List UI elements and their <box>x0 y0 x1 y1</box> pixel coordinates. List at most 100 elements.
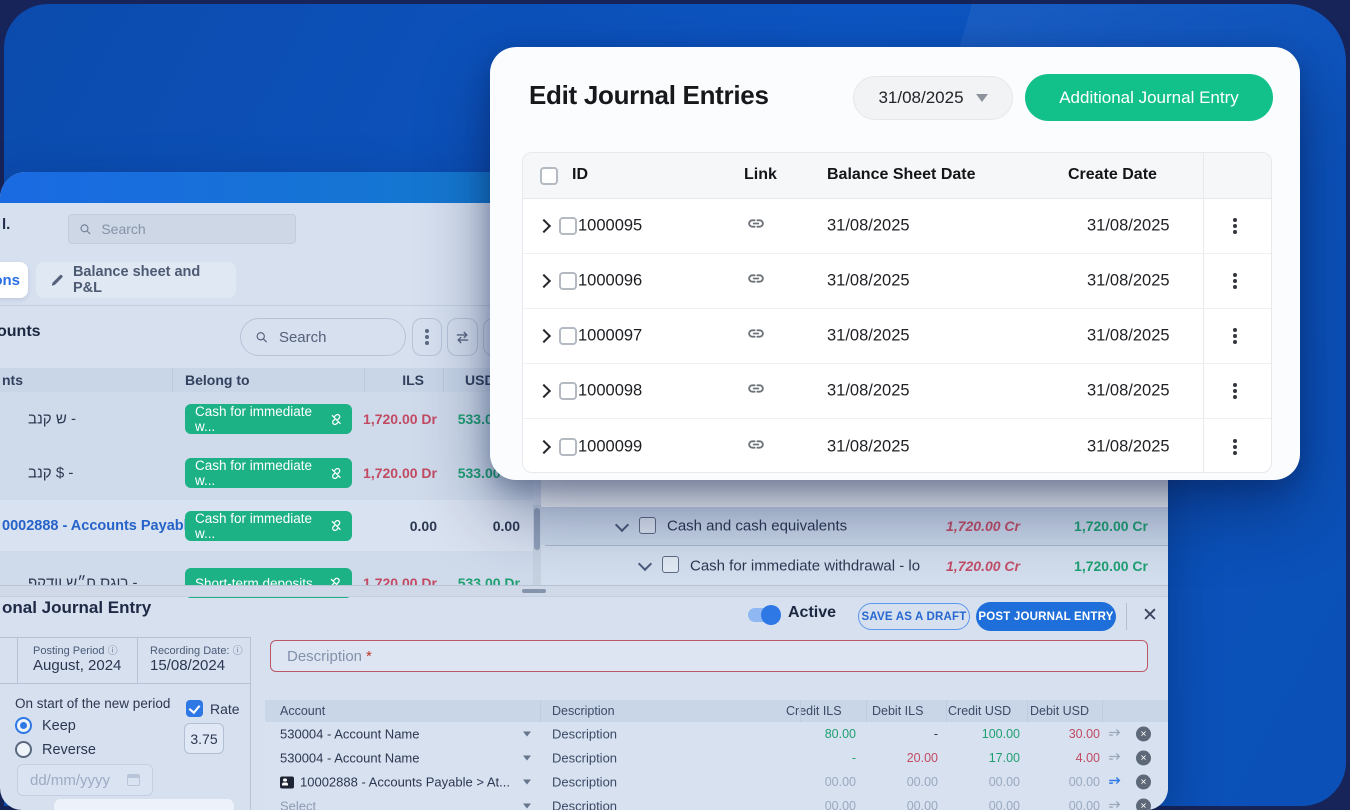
save-as-draft-button[interactable]: SAVE AS A DRAFT <box>858 603 970 630</box>
recording-date-value[interactable]: 15/08/2024 <box>150 657 226 674</box>
link-icon[interactable] <box>745 378 767 405</box>
tree-row-cash-equivalents[interactable]: Cash and cash equivalents 1,720.00 Cr 1,… <box>541 507 1168 545</box>
journal-line-row[interactable]: 10002888 - Accounts Payable > At... Desc… <box>265 770 1168 795</box>
top-search-input[interactable] <box>99 220 285 238</box>
select-all-checkbox[interactable] <box>540 167 558 185</box>
row-kebab-menu[interactable] <box>1233 279 1237 283</box>
split-line-icon[interactable] <box>1108 725 1122 743</box>
account-row[interactable]: בנק $ - Cash for immediate w... 1,720.00… <box>0 446 533 500</box>
row-kebab-menu[interactable] <box>1233 334 1237 338</box>
debit-usd-value[interactable]: 4.00 <box>1075 751 1100 765</box>
row-kebab-menu[interactable] <box>1233 389 1237 393</box>
posting-period-value[interactable]: August, 2024 <box>33 657 122 674</box>
journal-entry-row[interactable]: 1000098 31/08/2025 31/08/2025 <box>523 364 1271 419</box>
credit-usd-value[interactable]: 00.00 <box>988 775 1020 789</box>
account-name-link[interactable]: 0002888 - Accounts Payabl... <box>2 517 200 534</box>
rate-input[interactable]: 3.75 <box>184 723 224 754</box>
remove-line-button[interactable]: ✕ <box>1136 798 1151 810</box>
belong-to-badge[interactable]: Cash for immediate w... <box>185 510 352 541</box>
remove-line-button[interactable]: ✕ <box>1136 750 1151 766</box>
rate-checkbox[interactable] <box>186 700 203 717</box>
line-description[interactable]: Description <box>552 750 618 766</box>
row-checkbox[interactable] <box>662 556 679 573</box>
account-select[interactable]: 10002888 - Accounts Payable > At... <box>280 775 510 790</box>
journal-line-row[interactable]: 530004 - Account Name Description - 20.0… <box>265 746 1168 771</box>
row-kebab-menu[interactable] <box>1233 224 1237 228</box>
belong-to-badge[interactable]: Cash for immediate w... <box>185 404 352 434</box>
debit-usd-value[interactable]: 00.00 <box>1068 775 1100 789</box>
chevron-down-icon[interactable] <box>614 517 630 533</box>
row-checkbox[interactable] <box>559 272 577 290</box>
tree-row-cash-withdrawal[interactable]: Cash for immediate withdrawal - lo 1,720… <box>541 546 1168 585</box>
radio-reverse[interactable]: Reverse <box>15 741 96 758</box>
tab-balance-sheet-pl[interactable]: Balance sheet and P&L <box>36 262 236 298</box>
remove-line-button[interactable]: ✕ <box>1136 774 1151 790</box>
row-kebab-menu[interactable] <box>1233 444 1237 449</box>
radio-keep[interactable]: Keep <box>15 717 76 734</box>
expand-chevron-icon[interactable] <box>536 439 552 454</box>
credit-usd-value[interactable]: 00.00 <box>988 799 1020 810</box>
journal-entry-row[interactable]: 1000096 31/08/2025 31/08/2025 <box>523 254 1271 309</box>
journal-entry-row[interactable]: 1000097 31/08/2025 31/08/2025 <box>523 309 1271 364</box>
accounts-search-input[interactable] <box>276 327 391 347</box>
account-row[interactable]: פקדון ש״ח סגור - Short-term deposits 1,7… <box>0 551 533 598</box>
belong-to-badge[interactable]: Cash for immediate w... <box>185 458 352 488</box>
accounts-more-button[interactable] <box>412 318 442 356</box>
link-icon[interactable] <box>745 433 767 460</box>
journal-line-row[interactable]: 530004 - Account Name Description 80.00 … <box>265 722 1168 747</box>
debit-usd-value[interactable]: 30.00 <box>1068 727 1100 741</box>
split-line-icon[interactable] <box>1108 797 1122 810</box>
row-checkbox[interactable] <box>559 217 577 235</box>
debit-ils-value[interactable]: 20.00 <box>906 751 938 765</box>
credit-ils-value[interactable]: - <box>851 751 856 765</box>
line-description[interactable]: Description <box>552 798 618 810</box>
chevron-down-icon[interactable] <box>637 556 653 572</box>
expand-chevron-icon[interactable] <box>536 383 552 399</box>
row-checkbox[interactable] <box>559 382 577 400</box>
expand-chevron-icon[interactable] <box>536 273 552 289</box>
debit-ils-value[interactable]: - <box>933 727 938 741</box>
split-line-icon-active[interactable] <box>1108 773 1122 791</box>
row-checkbox[interactable] <box>559 327 577 345</box>
close-panel-icon[interactable]: ✕ <box>1142 604 1158 626</box>
account-select[interactable]: 530004 - Account Name <box>280 726 420 742</box>
new-period-date-input[interactable]: dd/mm/yyyy <box>17 764 153 796</box>
debit-ils-value[interactable]: 00.00 <box>906 775 938 789</box>
link-icon[interactable] <box>745 213 767 240</box>
credit-ils-value[interactable]: 00.00 <box>824 775 856 789</box>
link-icon[interactable] <box>745 268 767 295</box>
account-row[interactable]: 0002888 - Accounts Payabl... Cash for im… <box>0 500 533 551</box>
radio-unselected-icon[interactable] <box>15 741 32 758</box>
description-field[interactable]: Description * <box>270 640 1148 672</box>
line-description[interactable]: Description <box>552 774 618 790</box>
debit-usd-value[interactable]: 00.00 <box>1068 799 1100 810</box>
remove-line-button[interactable]: ✕ <box>1136 726 1151 742</box>
divider-drag-handle[interactable] <box>522 589 546 593</box>
tab-transactions-fragment[interactable]: ons <box>0 262 28 298</box>
split-line-icon[interactable] <box>1108 749 1122 767</box>
row-checkbox[interactable] <box>559 437 577 456</box>
credit-ils-value[interactable]: 80.00 <box>824 727 856 741</box>
top-search-field[interactable] <box>68 214 296 244</box>
link-icon[interactable] <box>745 323 767 350</box>
credit-ils-value[interactable]: 00.00 <box>824 799 856 810</box>
expand-chevron-icon[interactable] <box>536 218 552 234</box>
account-select-placeholder[interactable]: Select <box>280 798 317 810</box>
credit-usd-value[interactable]: 100.00 <box>981 727 1020 741</box>
account-row[interactable]: בנק ש - Cash for immediate w... 1,720.00… <box>0 392 533 446</box>
date-filter-dropdown[interactable]: 31/08/2025 <box>853 76 1013 120</box>
journal-entry-row[interactable]: 1000099 31/08/2025 31/08/2025 <box>523 419 1271 472</box>
journal-line-row[interactable]: Select Description 00.00 00.00 00.00 00.… <box>265 794 1168 810</box>
accounts-search-field[interactable] <box>240 318 406 356</box>
row-checkbox[interactable] <box>639 517 656 534</box>
journal-entry-row[interactable]: 1000095 31/08/2025 31/08/2025 <box>523 199 1271 254</box>
line-description[interactable]: Description <box>552 726 618 742</box>
vertical-scrollbar-thumb[interactable] <box>534 508 540 550</box>
partial-input[interactable] <box>53 798 235 810</box>
expand-chevron-icon[interactable] <box>536 328 552 344</box>
account-select[interactable]: 530004 - Account Name <box>280 750 420 766</box>
accounts-swap-button[interactable] <box>447 318 478 356</box>
additional-journal-entry-button[interactable]: Additional Journal Entry <box>1025 74 1273 121</box>
post-journal-entry-button[interactable]: POST JOURNAL ENTRY <box>976 602 1116 631</box>
active-toggle[interactable] <box>748 605 781 625</box>
